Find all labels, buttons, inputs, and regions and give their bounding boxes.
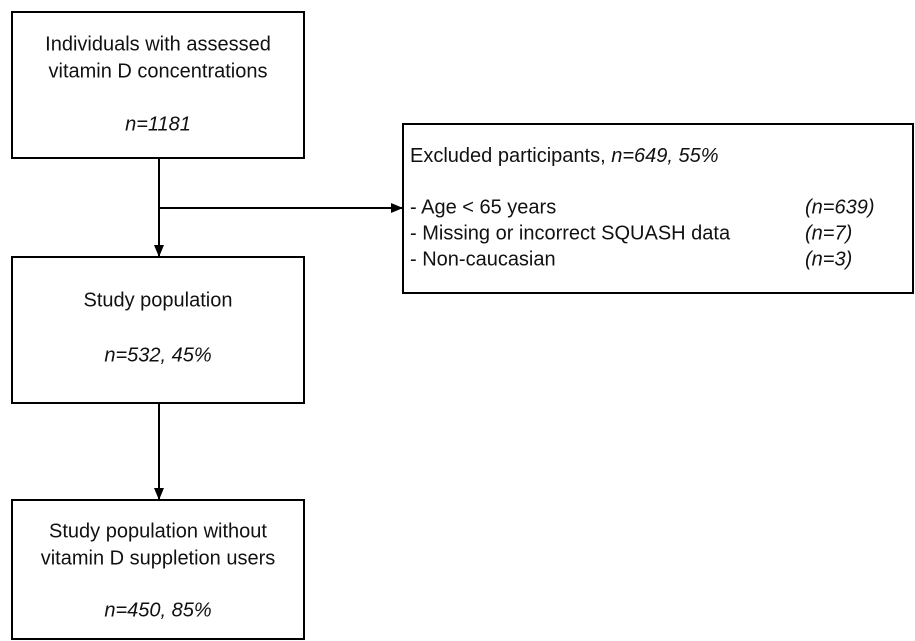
node-box: [11, 499, 305, 640]
node-text: Study population: [83, 289, 232, 311]
node-text: vitamin D suppletion users: [41, 547, 276, 569]
node-box: [11, 11, 305, 159]
exclusion-title: Excluded participants, n=649, 55%: [410, 145, 719, 167]
node-count: n=532, 45%: [104, 344, 211, 366]
exclusion-count: n=649, 55%: [611, 145, 718, 167]
exclusion-reason: - Age < 65 years: [410, 196, 556, 218]
node-text: Study population without: [49, 520, 267, 542]
exclusion-title-text: Excluded participants,: [410, 145, 611, 167]
node-text: vitamin D concentrations: [49, 60, 268, 82]
exclusion-item-count: (n=3): [805, 248, 852, 270]
exclusion-box: [402, 123, 914, 294]
node-count: n=1181: [125, 113, 191, 135]
exclusion-reason: - Non-caucasian: [410, 248, 556, 270]
exclusion-reason: - Missing or incorrect SQUASH data: [410, 222, 731, 244]
node-count: n=450, 85%: [104, 599, 211, 621]
node-text: Individuals with assessed: [45, 33, 271, 55]
exclusion-item-count: (n=639): [805, 196, 875, 218]
node-box: [11, 256, 305, 404]
exclusion-item-count: (n=7): [805, 222, 852, 244]
